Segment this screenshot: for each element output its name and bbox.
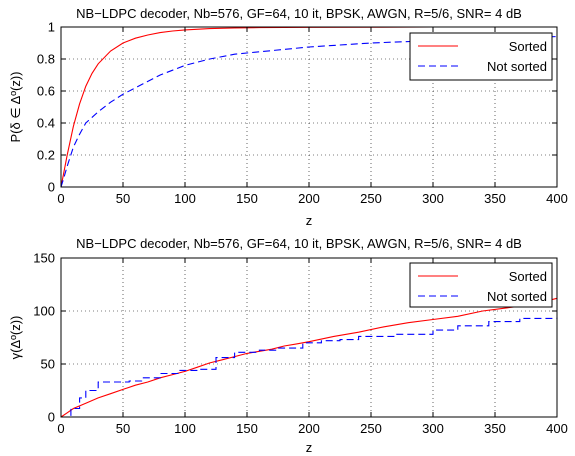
legend-label: Sorted (509, 39, 547, 54)
x-tick-label: 100 (174, 421, 196, 436)
x-tick-label: 50 (116, 421, 130, 436)
y-tick-label: 50 (41, 357, 55, 372)
y-tick-label: 0.2 (37, 148, 55, 163)
y-tick-label: 0 (48, 180, 55, 195)
y-axis-label: P(δ ∈ Δº(z)) (8, 72, 23, 143)
x-tick-label: 50 (116, 191, 130, 206)
x-tick-label: 400 (546, 191, 568, 206)
y-tick-label: 0 (48, 410, 55, 425)
y-tick-label: 1 (48, 20, 55, 35)
legend-box (409, 32, 553, 81)
x-axis-label: z (306, 213, 313, 228)
x-tick-label: 250 (360, 421, 382, 436)
legend-label: Not sorted (487, 289, 547, 304)
x-tick-label: 350 (484, 191, 506, 206)
x-axis-label: z (306, 440, 313, 455)
chart-top: 0 50 100 150 200 250 300 350 400 0 0.2 0.4 0.6 0.8 1 NB… (8, 6, 568, 228)
x-tick-label: 250 (360, 191, 382, 206)
legend-label: Sorted (509, 269, 547, 284)
legend-box (409, 262, 553, 308)
x-tick-label: 300 (422, 421, 444, 436)
y-axis-label: γ(Δº(z)) (8, 316, 23, 360)
series-line-sorted (60, 297, 558, 418)
x-tick-label: 100 (174, 191, 196, 206)
x-tick-label: 0 (57, 421, 64, 436)
chart-title: NB−LDPC decoder, Nb=576, GF=64, 10 it, B… (76, 6, 522, 21)
x-tick-label: 350 (484, 421, 506, 436)
chart-bottom: 0 50 100 150 200 250 300 350 400 0 50 100 150 NB−LDPC… (8, 236, 568, 455)
x-tick-label: 300 (422, 191, 444, 206)
x-tick-label: 200 (298, 421, 320, 436)
x-tick-label: 200 (298, 191, 320, 206)
series-line-not-sorted (60, 36, 558, 188)
y-tick-label: 0.4 (37, 116, 55, 131)
chart-title: NB−LDPC decoder, Nb=576, GF=64, 10 it, B… (76, 236, 522, 251)
y-tick-label: 0.8 (37, 52, 55, 67)
series-line-not-sorted (61, 317, 558, 418)
y-tick-label: 0.6 (37, 84, 55, 99)
x-tick-label: 400 (546, 421, 568, 436)
legend-label: Not sorted (487, 59, 547, 74)
x-tick-label: 0 (57, 191, 64, 206)
x-tick-label: 150 (236, 421, 258, 436)
x-tick-label: 150 (236, 191, 258, 206)
y-tick-label: 100 (33, 304, 55, 319)
y-tick-label: 150 (33, 251, 55, 266)
